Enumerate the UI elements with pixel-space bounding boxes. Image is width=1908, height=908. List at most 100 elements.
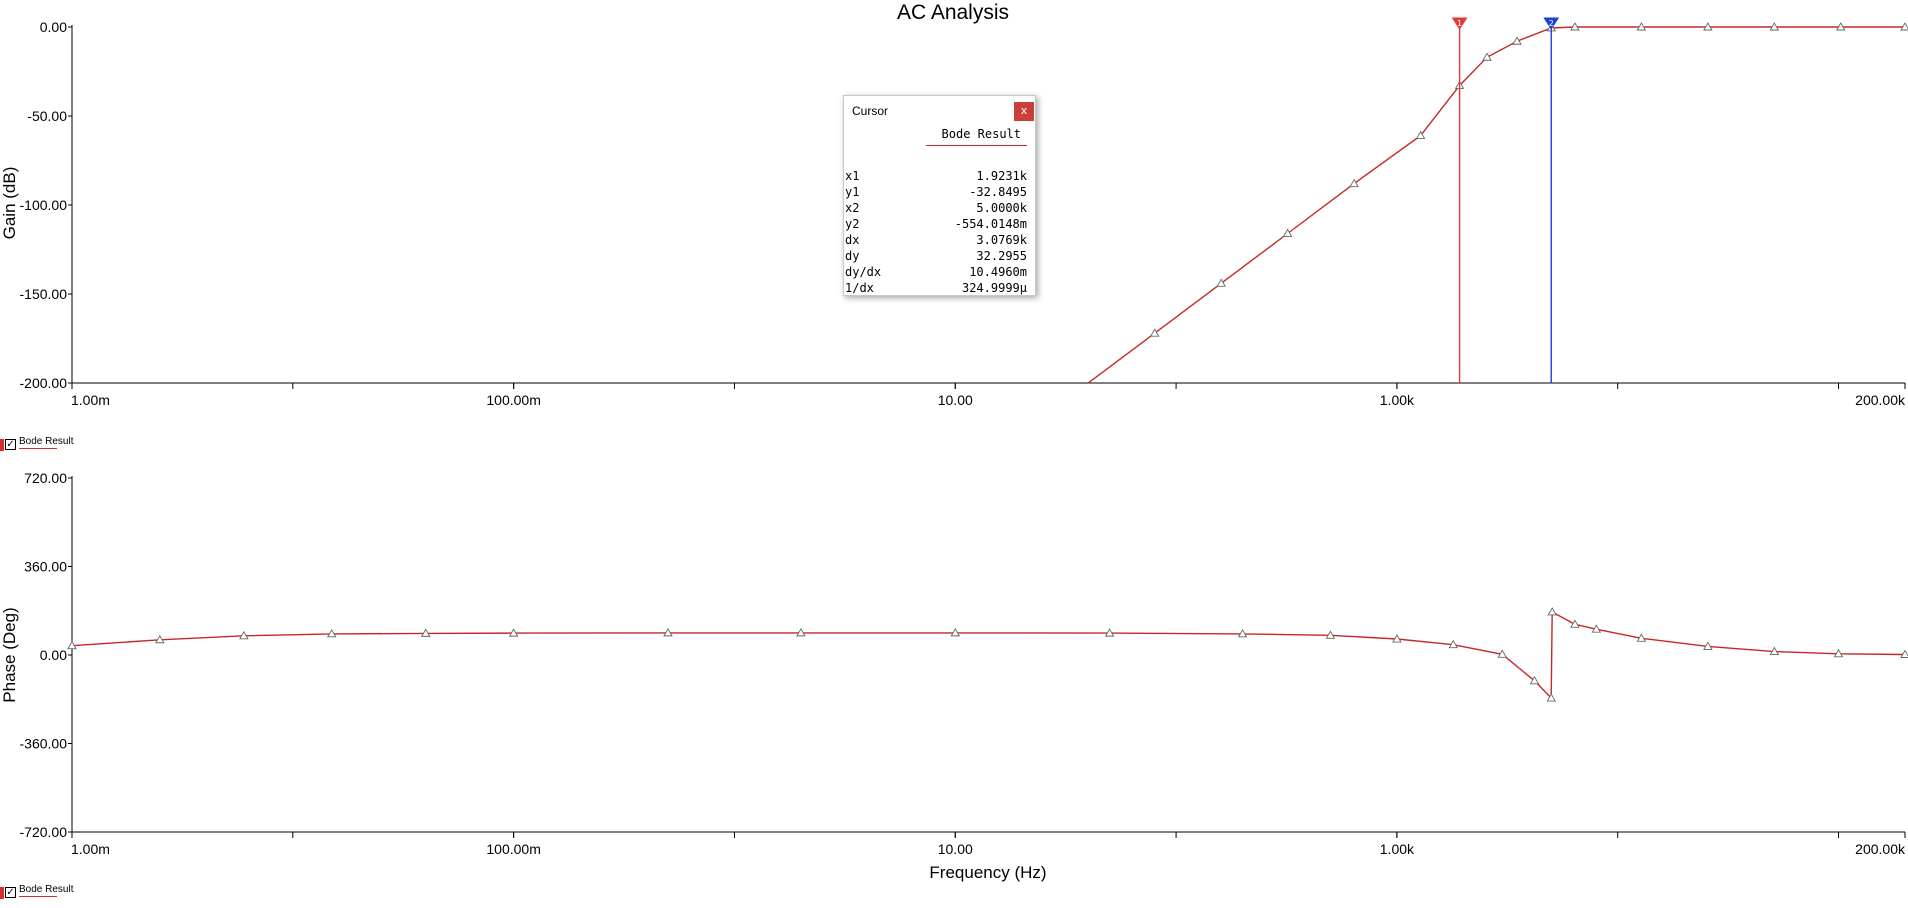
gain-x-tick-label: 200.00k [1855, 392, 1906, 408]
cursor-row-label: 1/dx [845, 281, 874, 295]
phase-series-line [71, 610, 1906, 700]
phase-legend[interactable]: ✓ Bode Result [0, 884, 73, 902]
phase-data-point [1546, 693, 1557, 702]
phase-data-point [1833, 648, 1844, 658]
cursor-row-y1: y1 -32.8495 [845, 184, 1027, 200]
phase-y-tick-label: 720.00 [24, 470, 67, 486]
gain-cursor-handle [1451, 17, 1468, 30]
phase-data-point [1900, 649, 1908, 658]
gain-cursor-handle [1543, 17, 1560, 30]
phase-data-point [326, 628, 337, 638]
cursor-row-label: y2 [845, 217, 860, 231]
phase-y-tick-label: -360.00 [20, 736, 68, 752]
phase-data-point [239, 630, 249, 640]
gain-data-point [1482, 52, 1492, 61]
gain-cursor-number: 2 [1549, 19, 1554, 28]
phase-data-point [1636, 633, 1647, 642]
phase-data-point [1104, 628, 1115, 637]
cursor-window-title: Cursor [852, 104, 889, 118]
phase-data-point [420, 628, 431, 637]
phase-axis-title: Phase (Deg) [0, 607, 19, 702]
legend-marker [0, 439, 4, 451]
phase-y-tick-label: -720.00 [20, 824, 68, 840]
cursor-row-label: x1 [845, 169, 860, 183]
cursor-row-dx: dx 3.0769k [845, 232, 1027, 248]
phase-y-tick-label: 360.00 [24, 559, 67, 575]
gain-data-point [1836, 22, 1846, 31]
cursor-row-x1: x1 1.9231k [845, 168, 1027, 184]
phase-data-point [663, 627, 673, 637]
cursor-row-label: dy/dx [845, 265, 882, 279]
phase-x-tick-label: 200.00k [1855, 841, 1906, 857]
gain-cursor-number: 1 [1457, 19, 1462, 28]
phase-data-point [1325, 630, 1336, 639]
phase-data-point [950, 627, 961, 637]
gain-y-tick-label: 0.00 [40, 19, 67, 35]
gain-y-tick-label: -50.00 [27, 108, 67, 124]
phase-data-point [508, 628, 519, 637]
cursor-row-value: 1.9231k [976, 169, 1027, 183]
gain-data-point [1570, 22, 1580, 31]
cursor-window[interactable]: Cursor x Bode Result x1 1.9231k y1 -32.849… [843, 95, 1036, 296]
cursor-row-value: 32.2955 [976, 249, 1027, 263]
gain-data-point [1636, 22, 1647, 31]
phase-x-tick-label: 1.00m [71, 841, 110, 857]
cursor-readout-table: x1 1.9231k y1 -32.8495 x2 5.0000k y2 -554.01… [845, 168, 1027, 296]
gain-y-tick-label: -100.00 [20, 197, 68, 213]
cursor-series-label: Bode Result [941, 127, 1021, 141]
gain-x-tick-label: 10.00 [938, 392, 973, 408]
gain-axis-title: Gain (dB) [0, 167, 19, 240]
cursor-series-line [926, 145, 1027, 146]
phase-data-point [1570, 619, 1580, 628]
cursor-row-y2: y2 -554.0148m [845, 216, 1027, 232]
phase-data-point [1547, 607, 1557, 616]
legend-marker [0, 887, 4, 899]
gain-data-point [1769, 22, 1780, 31]
gain-data-point [1216, 278, 1226, 287]
legend-line-sample [19, 896, 57, 897]
phase-data-point [67, 640, 77, 650]
legend-label: Bode Result [19, 884, 74, 895]
gain-x-tick-label: 100.00m [486, 392, 540, 408]
gain-data-point [1349, 178, 1359, 188]
phase-data-point [796, 627, 806, 637]
phase-data-point [1529, 675, 1540, 685]
phase-data-point [1497, 649, 1508, 658]
phase-data-point [1591, 624, 1602, 633]
cursor-row-inverse-dx: 1/dx 324.9999µ [845, 280, 1027, 296]
cursor-row-label: dy [845, 249, 860, 263]
phase-plot: 720.00 360.00 0.00 -360.00 -720.001.00m 100.0… [20, 470, 1908, 857]
legend-checkbox[interactable]: ✓ [5, 887, 16, 898]
gain-data-point [1282, 228, 1293, 237]
cursor-row-x2: x2 5.0000k [845, 200, 1027, 216]
phase-x-tick-label: 100.00m [486, 841, 540, 857]
gain-y-tick-label: -200.00 [20, 375, 68, 391]
cursor-row-value: 10.4960m [969, 265, 1027, 279]
gain-x-tick-label: 1.00k [1380, 392, 1415, 408]
gain-data-point [1149, 328, 1160, 337]
phase-data-point [155, 634, 165, 644]
gain-data-point [1900, 22, 1908, 31]
cursor-row-value: -32.8495 [969, 185, 1027, 199]
phase-data-point [1703, 641, 1713, 650]
legend-checkbox[interactable]: ✓ [5, 439, 16, 450]
phase-x-tick-label: 10.00 [938, 841, 973, 857]
gain-data-point [1703, 22, 1713, 31]
cursor-row-dy: dy 32.2955 [845, 248, 1027, 264]
phase-data-point [1237, 628, 1248, 638]
gain-legend[interactable]: ✓ Bode Result [0, 436, 73, 454]
close-button[interactable]: x [1014, 102, 1034, 121]
chart-title: AC Analysis [897, 1, 1009, 24]
cursor-row-value: 5.0000k [976, 201, 1027, 215]
cursor-row-label: x2 [845, 201, 860, 215]
cursor-row-value: 324.9999µ [961, 281, 1027, 295]
phase-x-tick-label: 1.00k [1380, 841, 1415, 857]
cursor-row-label: y1 [845, 185, 860, 199]
gain-data-point [1512, 36, 1522, 45]
gain-x-tick-label: 1.00m [71, 392, 110, 408]
gain-series-line [1087, 26, 1905, 384]
frequency-axis-title: Frequency (Hz) [929, 863, 1046, 882]
legend-line-sample [19, 448, 57, 449]
legend-label: Bode Result [19, 436, 74, 447]
